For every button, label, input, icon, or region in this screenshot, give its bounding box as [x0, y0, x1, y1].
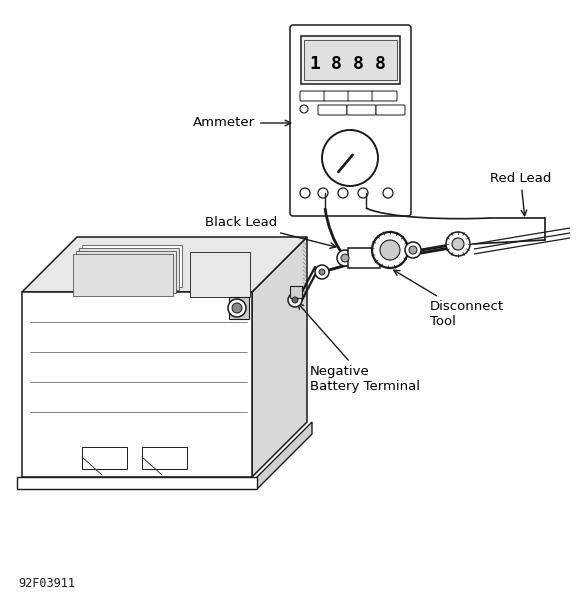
Bar — [229, 297, 249, 319]
Circle shape — [452, 238, 464, 250]
Polygon shape — [17, 477, 257, 489]
FancyBboxPatch shape — [324, 91, 349, 101]
Circle shape — [380, 240, 400, 260]
Circle shape — [405, 242, 421, 258]
Circle shape — [372, 232, 408, 268]
Polygon shape — [79, 248, 179, 290]
Text: 92F03911: 92F03911 — [18, 577, 75, 590]
Circle shape — [319, 269, 325, 275]
Circle shape — [341, 254, 349, 262]
Circle shape — [288, 293, 302, 307]
FancyBboxPatch shape — [318, 105, 347, 115]
Bar — [190, 252, 250, 297]
FancyBboxPatch shape — [290, 25, 411, 216]
FancyBboxPatch shape — [372, 91, 397, 101]
Circle shape — [315, 265, 329, 279]
FancyBboxPatch shape — [376, 105, 405, 115]
Polygon shape — [22, 292, 252, 477]
Circle shape — [292, 297, 298, 303]
Polygon shape — [82, 245, 182, 287]
Polygon shape — [257, 422, 312, 489]
Text: 1: 1 — [310, 55, 321, 73]
FancyBboxPatch shape — [300, 91, 325, 101]
Polygon shape — [73, 254, 173, 296]
Bar — [82, 447, 127, 469]
Bar — [301, 36, 400, 84]
FancyBboxPatch shape — [347, 105, 376, 115]
Text: Negative
Battery Terminal: Negative Battery Terminal — [298, 303, 420, 393]
Circle shape — [228, 299, 246, 317]
Polygon shape — [252, 237, 307, 477]
Polygon shape — [22, 237, 307, 292]
Text: Ammeter: Ammeter — [193, 116, 290, 129]
Bar — [290, 286, 302, 298]
Text: Disconnect
Tool: Disconnect Tool — [393, 270, 504, 328]
Bar — [304, 40, 397, 80]
Text: Red Lead: Red Lead — [490, 171, 551, 216]
Text: Black Lead: Black Lead — [205, 216, 336, 248]
Circle shape — [409, 246, 417, 254]
FancyBboxPatch shape — [348, 91, 373, 101]
Circle shape — [232, 303, 242, 313]
Text: 8: 8 — [353, 55, 363, 73]
Text: 8: 8 — [331, 55, 342, 73]
Bar — [348, 248, 380, 268]
Polygon shape — [76, 251, 176, 293]
Text: 8: 8 — [375, 55, 385, 73]
Circle shape — [446, 232, 470, 256]
Circle shape — [337, 250, 353, 266]
Bar — [142, 447, 187, 469]
